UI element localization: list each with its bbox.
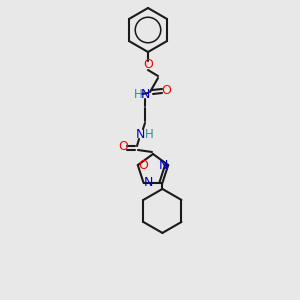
Text: N: N (135, 128, 145, 140)
Text: O: O (143, 58, 153, 71)
Text: O: O (138, 159, 148, 172)
Text: H: H (134, 88, 142, 100)
Text: N: N (144, 176, 153, 189)
Text: H: H (145, 128, 153, 140)
Text: N: N (158, 159, 168, 172)
Text: O: O (161, 83, 171, 97)
Text: O: O (118, 140, 128, 154)
Text: N: N (140, 88, 150, 100)
